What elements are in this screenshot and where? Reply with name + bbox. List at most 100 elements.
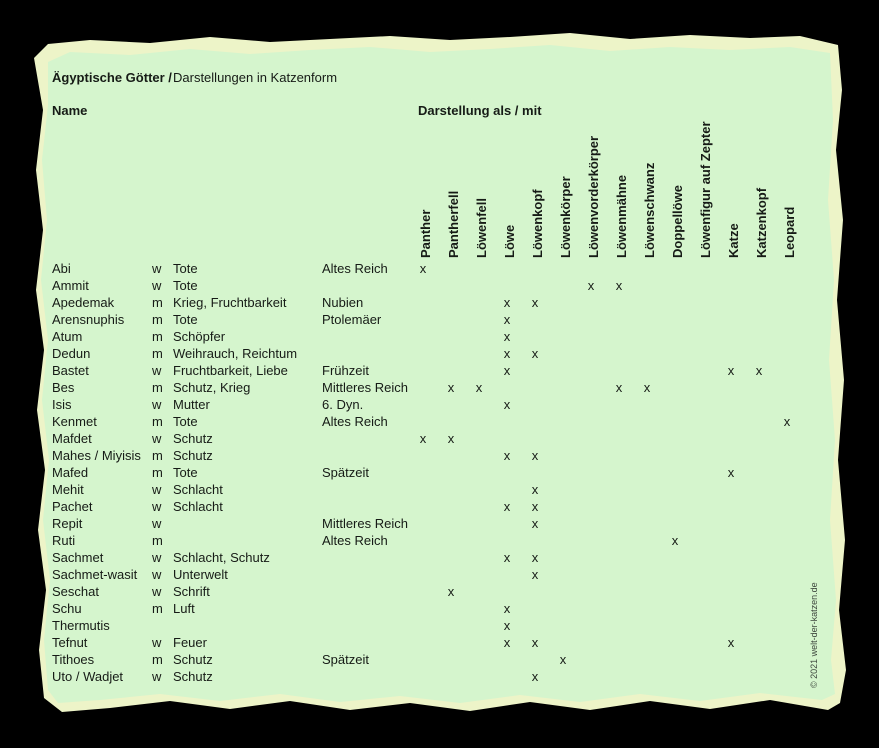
depiction-mark: x — [643, 380, 651, 395]
depiction-column-header: Panther — [418, 209, 433, 258]
cell-domain: Schrift — [173, 584, 210, 599]
cell-domain: Schlacht — [173, 499, 223, 514]
table-row: Isis w Mutter 6. Dyn. x — [0, 397, 879, 414]
depiction-mark: x — [447, 380, 455, 395]
depiction-mark: x — [727, 635, 735, 650]
cell-era: Mittleres Reich — [322, 516, 408, 531]
depiction-column-header: Löwenkopf — [530, 189, 545, 258]
depiction-mark: x — [727, 363, 735, 378]
depiction-column-header: Löwenschwanz — [642, 162, 657, 258]
depiction-mark: x — [727, 465, 735, 480]
table-row: Ruti m Altes Reich x — [0, 533, 879, 550]
cell-gender: w — [152, 567, 162, 582]
table-row: Mafed m Tote Spätzeit x — [0, 465, 879, 482]
depiction-mark: x — [531, 669, 539, 684]
cell-domain: Tote — [173, 278, 198, 293]
cell-era: Nubien — [322, 295, 364, 310]
table-row: Abi w Tote Altes Reich x — [0, 261, 879, 278]
cell-gender: w — [152, 499, 162, 514]
cell-name: Tefnut — [52, 635, 88, 650]
depiction-column-header: Katzenkopf — [754, 187, 769, 258]
cell-name: Atum — [52, 329, 83, 344]
cell-domain: Schutz — [173, 448, 213, 463]
cell-name: Isis — [52, 397, 72, 412]
depiction-mark: x — [503, 499, 511, 514]
name-column-header: Name — [52, 103, 88, 118]
cell-gender: m — [152, 380, 163, 395]
depiction-mark: x — [503, 448, 511, 463]
depiction-mark: x — [503, 397, 511, 412]
cell-era: Frühzeit — [322, 363, 369, 378]
cell-domain: Schöpfer — [173, 329, 226, 344]
table-row: Bastet w Fruchtbarkeit, Liebe Frühzeit x x x — [0, 363, 879, 380]
cell-domain: Schlacht, Schutz — [173, 550, 270, 565]
table-row: Mehit w Schlacht x — [0, 482, 879, 499]
table-row: Mahes / Miyisis m Schutz x x — [0, 448, 879, 465]
cell-domain: Schutz — [173, 431, 213, 446]
table-row: Seschat w Schrift x — [0, 584, 879, 601]
cell-domain: Schlacht — [173, 482, 223, 497]
depiction-mark: x — [755, 363, 763, 378]
cell-era: 6. Dyn. — [322, 397, 364, 412]
depiction-mark: x — [783, 414, 791, 429]
cell-domain: Fruchtbarkeit, Liebe — [173, 363, 288, 378]
depiction-column-header: Katze — [726, 223, 741, 258]
cell-era: Mittleres Reich — [322, 380, 408, 395]
cell-gender: w — [152, 261, 162, 276]
cell-gender: w — [152, 669, 162, 684]
cell-gender: w — [152, 431, 162, 446]
cell-name: Bes — [52, 380, 75, 395]
cell-domain: Weihrauch, Reichtum — [173, 346, 298, 361]
table-row: Ammit w Tote x x — [0, 278, 879, 295]
table-row: Kenmet m Tote Altes Reich x — [0, 414, 879, 431]
cell-gender: w — [152, 584, 162, 599]
cell-gender: w — [152, 516, 162, 531]
cell-gender: w — [152, 635, 162, 650]
cell-gender: w — [152, 363, 162, 378]
depiction-mark: x — [503, 346, 511, 361]
table-row: Mafdet w Schutz x x — [0, 431, 879, 448]
depiction-mark: x — [419, 431, 427, 446]
depiction-header: Darstellung als / mit — [418, 103, 542, 118]
cell-domain: Schutz — [173, 669, 213, 684]
cell-name: Sachmet — [52, 550, 104, 565]
depiction-mark: x — [503, 601, 511, 616]
cell-name: Mahes / Miyisis — [52, 448, 141, 463]
depiction-column-header: Löwenmähne — [614, 174, 629, 258]
depiction-column-header: Pantherfell — [446, 190, 461, 258]
cell-domain: Tote — [173, 465, 198, 480]
table-row: Thermutis x — [0, 618, 879, 635]
table-row: Bes m Schutz, Krieg Mittleres Reich x x x x — [0, 380, 879, 397]
depiction-mark: x — [503, 618, 511, 633]
cell-name: Mafdet — [52, 431, 92, 446]
cell-gender: m — [152, 448, 163, 463]
cell-name: Apedemak — [52, 295, 115, 310]
cell-domain: Tote — [173, 414, 198, 429]
depiction-column-header: Doppellöwe — [670, 185, 685, 258]
depiction-mark: x — [447, 431, 455, 446]
cell-gender: m — [152, 346, 163, 361]
cell-name: Tithoes — [52, 652, 95, 667]
depiction-mark: x — [503, 312, 511, 327]
depiction-mark: x — [615, 278, 623, 293]
depiction-mark: x — [503, 635, 511, 650]
table-row: Schu m Luft x — [0, 601, 879, 618]
depiction-mark: x — [531, 346, 539, 361]
depiction-column-header: Löwe — [502, 224, 517, 258]
cell-name: Bastet — [52, 363, 89, 378]
cell-name: Mafed — [52, 465, 89, 480]
depiction-mark: x — [615, 380, 623, 395]
cell-gender: m — [152, 652, 163, 667]
table-row: Sachmet w Schlacht, Schutz x x — [0, 550, 879, 567]
cell-gender: w — [152, 482, 162, 497]
table-row: Tithoes m Schutz Spätzeit x — [0, 652, 879, 669]
cell-gender: m — [152, 312, 163, 327]
cell-domain: Krieg, Fruchtbarkeit — [173, 295, 287, 310]
cell-era: Altes Reich — [322, 533, 388, 548]
cell-name: Uto / Wadjet — [52, 669, 124, 684]
cell-name: Schu — [52, 601, 82, 616]
cell-name: Seschat — [52, 584, 99, 599]
cell-era: Altes Reich — [322, 414, 388, 429]
table-row: Tefnut w Feuer x x x — [0, 635, 879, 652]
